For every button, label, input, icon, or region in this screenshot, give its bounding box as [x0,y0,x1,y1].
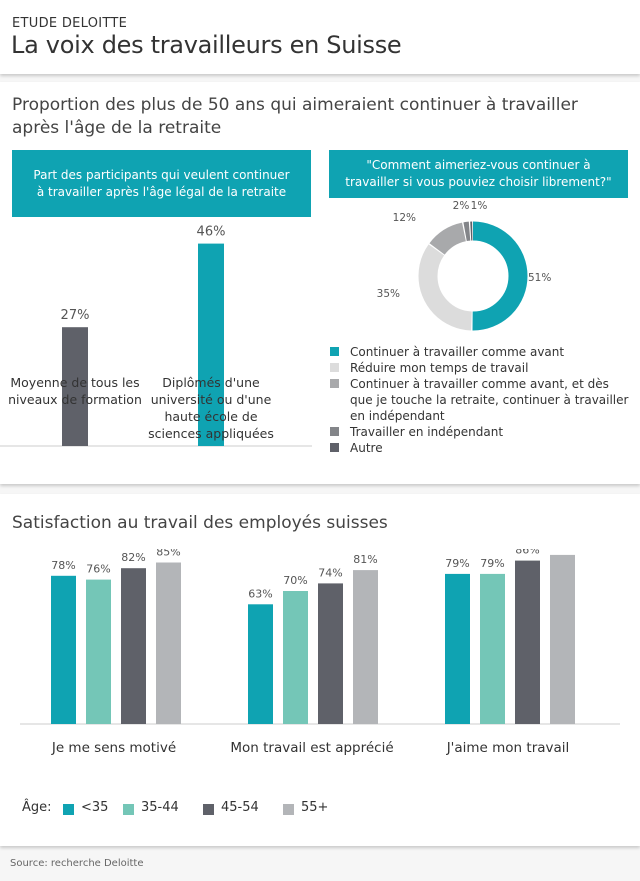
legend-label: Travailler en indépendant [350,425,504,439]
bar-value-label: 76% [86,563,110,576]
category-label: Je me sens motivé [51,740,177,756]
satisfaction-section: Satisfaction au travail des employés sui… [0,494,640,846]
legend-swatch [330,427,339,436]
legend-item: Autre [330,440,630,456]
category-label: Mon travail est apprécié [230,740,394,756]
category-label: Moyenne de tous les niveaux de formation [8,375,142,407]
bar-value-label: 46% [197,225,226,240]
legend-item: Continuer à travailler comme avant, et d… [330,376,630,424]
bar [480,573,505,724]
bar [62,327,88,446]
legend-swatch [123,804,134,815]
legend-label: Continuer à travailler comme avant [350,345,565,359]
slice-value-label: 51% [528,272,551,284]
legend-swatch [203,804,214,815]
bar-value-label: 79% [480,557,504,570]
bar [121,568,146,724]
bar [550,554,575,724]
age-legend-label: Âge: [22,800,52,815]
section-title: Satisfaction au travail des employés sui… [12,513,388,533]
bar-value-label: 74% [318,566,342,579]
bar-value-label: 86% [515,549,539,557]
legend-item: Continuer à travailler comme avant [330,344,630,360]
bar [283,591,308,724]
bar [51,575,76,724]
bar [445,573,470,724]
donut-legend: Continuer à travailler comme avant Réduir… [330,344,630,456]
bar [248,604,273,724]
bar [318,583,343,724]
donut-slice [418,221,528,331]
legend-label: <35 [81,800,109,815]
legend-label: Continuer à travailler comme avant, et d… [350,377,629,423]
bar-value-label: 85% [156,549,180,559]
bar-value-label: 79% [445,557,469,570]
header: ETUDE DELOITTE La voix des travailleurs … [0,0,640,74]
bar-value-label: 78% [51,559,75,572]
slice-value-label: 1% [471,200,488,212]
category-label: Diplômés d'une université ou d'une haute… [148,375,274,441]
slice-value-label: 12% [393,212,416,224]
bar-value-label: 70% [283,574,307,587]
section-title: Proportion des plus de 50 ans qui aimera… [12,95,578,138]
page-title: La voix des travailleurs en Suisse [11,31,402,59]
legend-swatch [330,379,339,388]
legend-label: 35-44 [141,800,179,815]
legend-swatch [330,363,339,372]
legend-swatch [330,443,339,452]
bar-value-label: 82% [121,551,145,564]
legend-label: 45-54 [221,800,259,815]
bar-value-label: 63% [248,587,272,600]
retirement-section: Proportion des plus de 50 ans qui aimera… [0,82,640,484]
bar-value-label: 81% [353,553,377,566]
bar [156,562,181,724]
legend-label: 55+ [301,800,329,815]
donut-ring [418,221,528,331]
bar [353,570,378,724]
retirement-bar-chart: 27% 46% [0,225,312,447]
legend-label: Réduire mon temps de travail [350,361,529,375]
donut-slice [418,221,528,331]
donut-chart: 51% 35% 12% 2% 1% [377,200,551,331]
slice-value-label: 2% [453,200,470,212]
bar [86,579,111,724]
legend-label: Autre [350,441,383,455]
legend-swatch [283,804,294,815]
bar [198,243,224,446]
source: Source: recherche Deloitte [10,858,144,869]
donut-chart-heading: "Comment aimeriez-vous continuer à trava… [329,150,628,198]
bar-chart-heading: Part des participants qui veulent contin… [12,150,311,217]
legend-swatch [63,804,74,815]
category-label: J'aime mon travail [446,740,570,756]
bar-value-label: 89% [550,549,574,551]
slice-value-label: 35% [377,288,400,300]
kicker: ETUDE DELOITTE [12,16,128,31]
legend-swatch [330,347,339,356]
bar-value-label: 27% [61,308,90,323]
bar [515,560,540,724]
age-legend: Âge: <35 35-44 45-54 55+ [22,800,328,815]
legend-item: Réduire mon temps de travail [330,360,630,376]
satisfaction-bar-chart: 78% 76% 82% 85% 63% 70% 74% 81% 79% 79% 86% 89% [20,549,620,725]
legend-item: Travailler en indépendant [330,424,630,440]
